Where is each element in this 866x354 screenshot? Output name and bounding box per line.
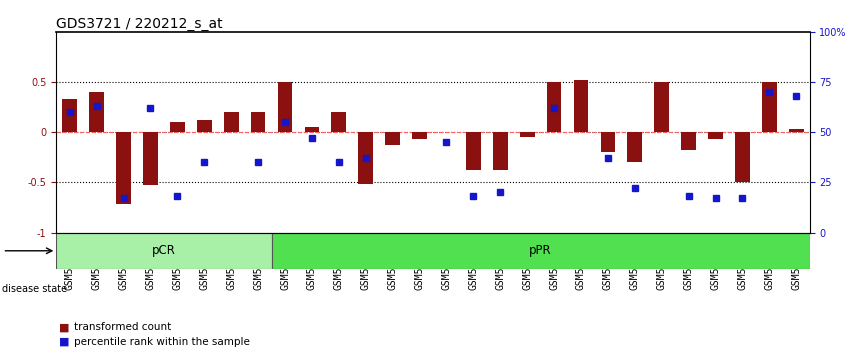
Bar — [762, 82, 777, 132]
Text: ■: ■ — [59, 337, 69, 347]
Bar — [359, 132, 373, 184]
Bar — [89, 92, 104, 132]
Bar — [143, 132, 158, 185]
Bar — [466, 132, 481, 170]
Bar — [520, 132, 534, 137]
Bar — [735, 132, 750, 182]
Bar — [600, 132, 616, 152]
Bar — [278, 82, 293, 132]
Bar — [62, 99, 77, 132]
Bar — [789, 129, 804, 132]
Bar — [197, 120, 211, 132]
Bar — [682, 132, 696, 150]
Bar — [573, 80, 588, 132]
Bar — [627, 132, 643, 162]
Text: disease state: disease state — [2, 284, 67, 293]
Bar — [546, 82, 561, 132]
Bar — [412, 132, 427, 139]
Text: transformed count: transformed count — [74, 322, 171, 332]
Bar — [170, 122, 184, 132]
Text: GDS3721 / 220212_s_at: GDS3721 / 220212_s_at — [56, 17, 223, 31]
Bar — [116, 132, 131, 205]
Bar — [250, 112, 266, 132]
Bar — [385, 132, 400, 145]
Bar — [56, 233, 272, 269]
Text: pCR: pCR — [152, 244, 176, 257]
Bar — [305, 127, 320, 132]
Bar — [272, 233, 810, 269]
Bar — [493, 132, 507, 170]
Text: percentile rank within the sample: percentile rank within the sample — [74, 337, 249, 347]
Text: pPR: pPR — [529, 244, 552, 257]
Bar — [655, 82, 669, 132]
Text: ■: ■ — [59, 322, 69, 332]
Bar — [708, 132, 723, 139]
Bar — [332, 112, 346, 132]
Bar — [223, 112, 239, 132]
